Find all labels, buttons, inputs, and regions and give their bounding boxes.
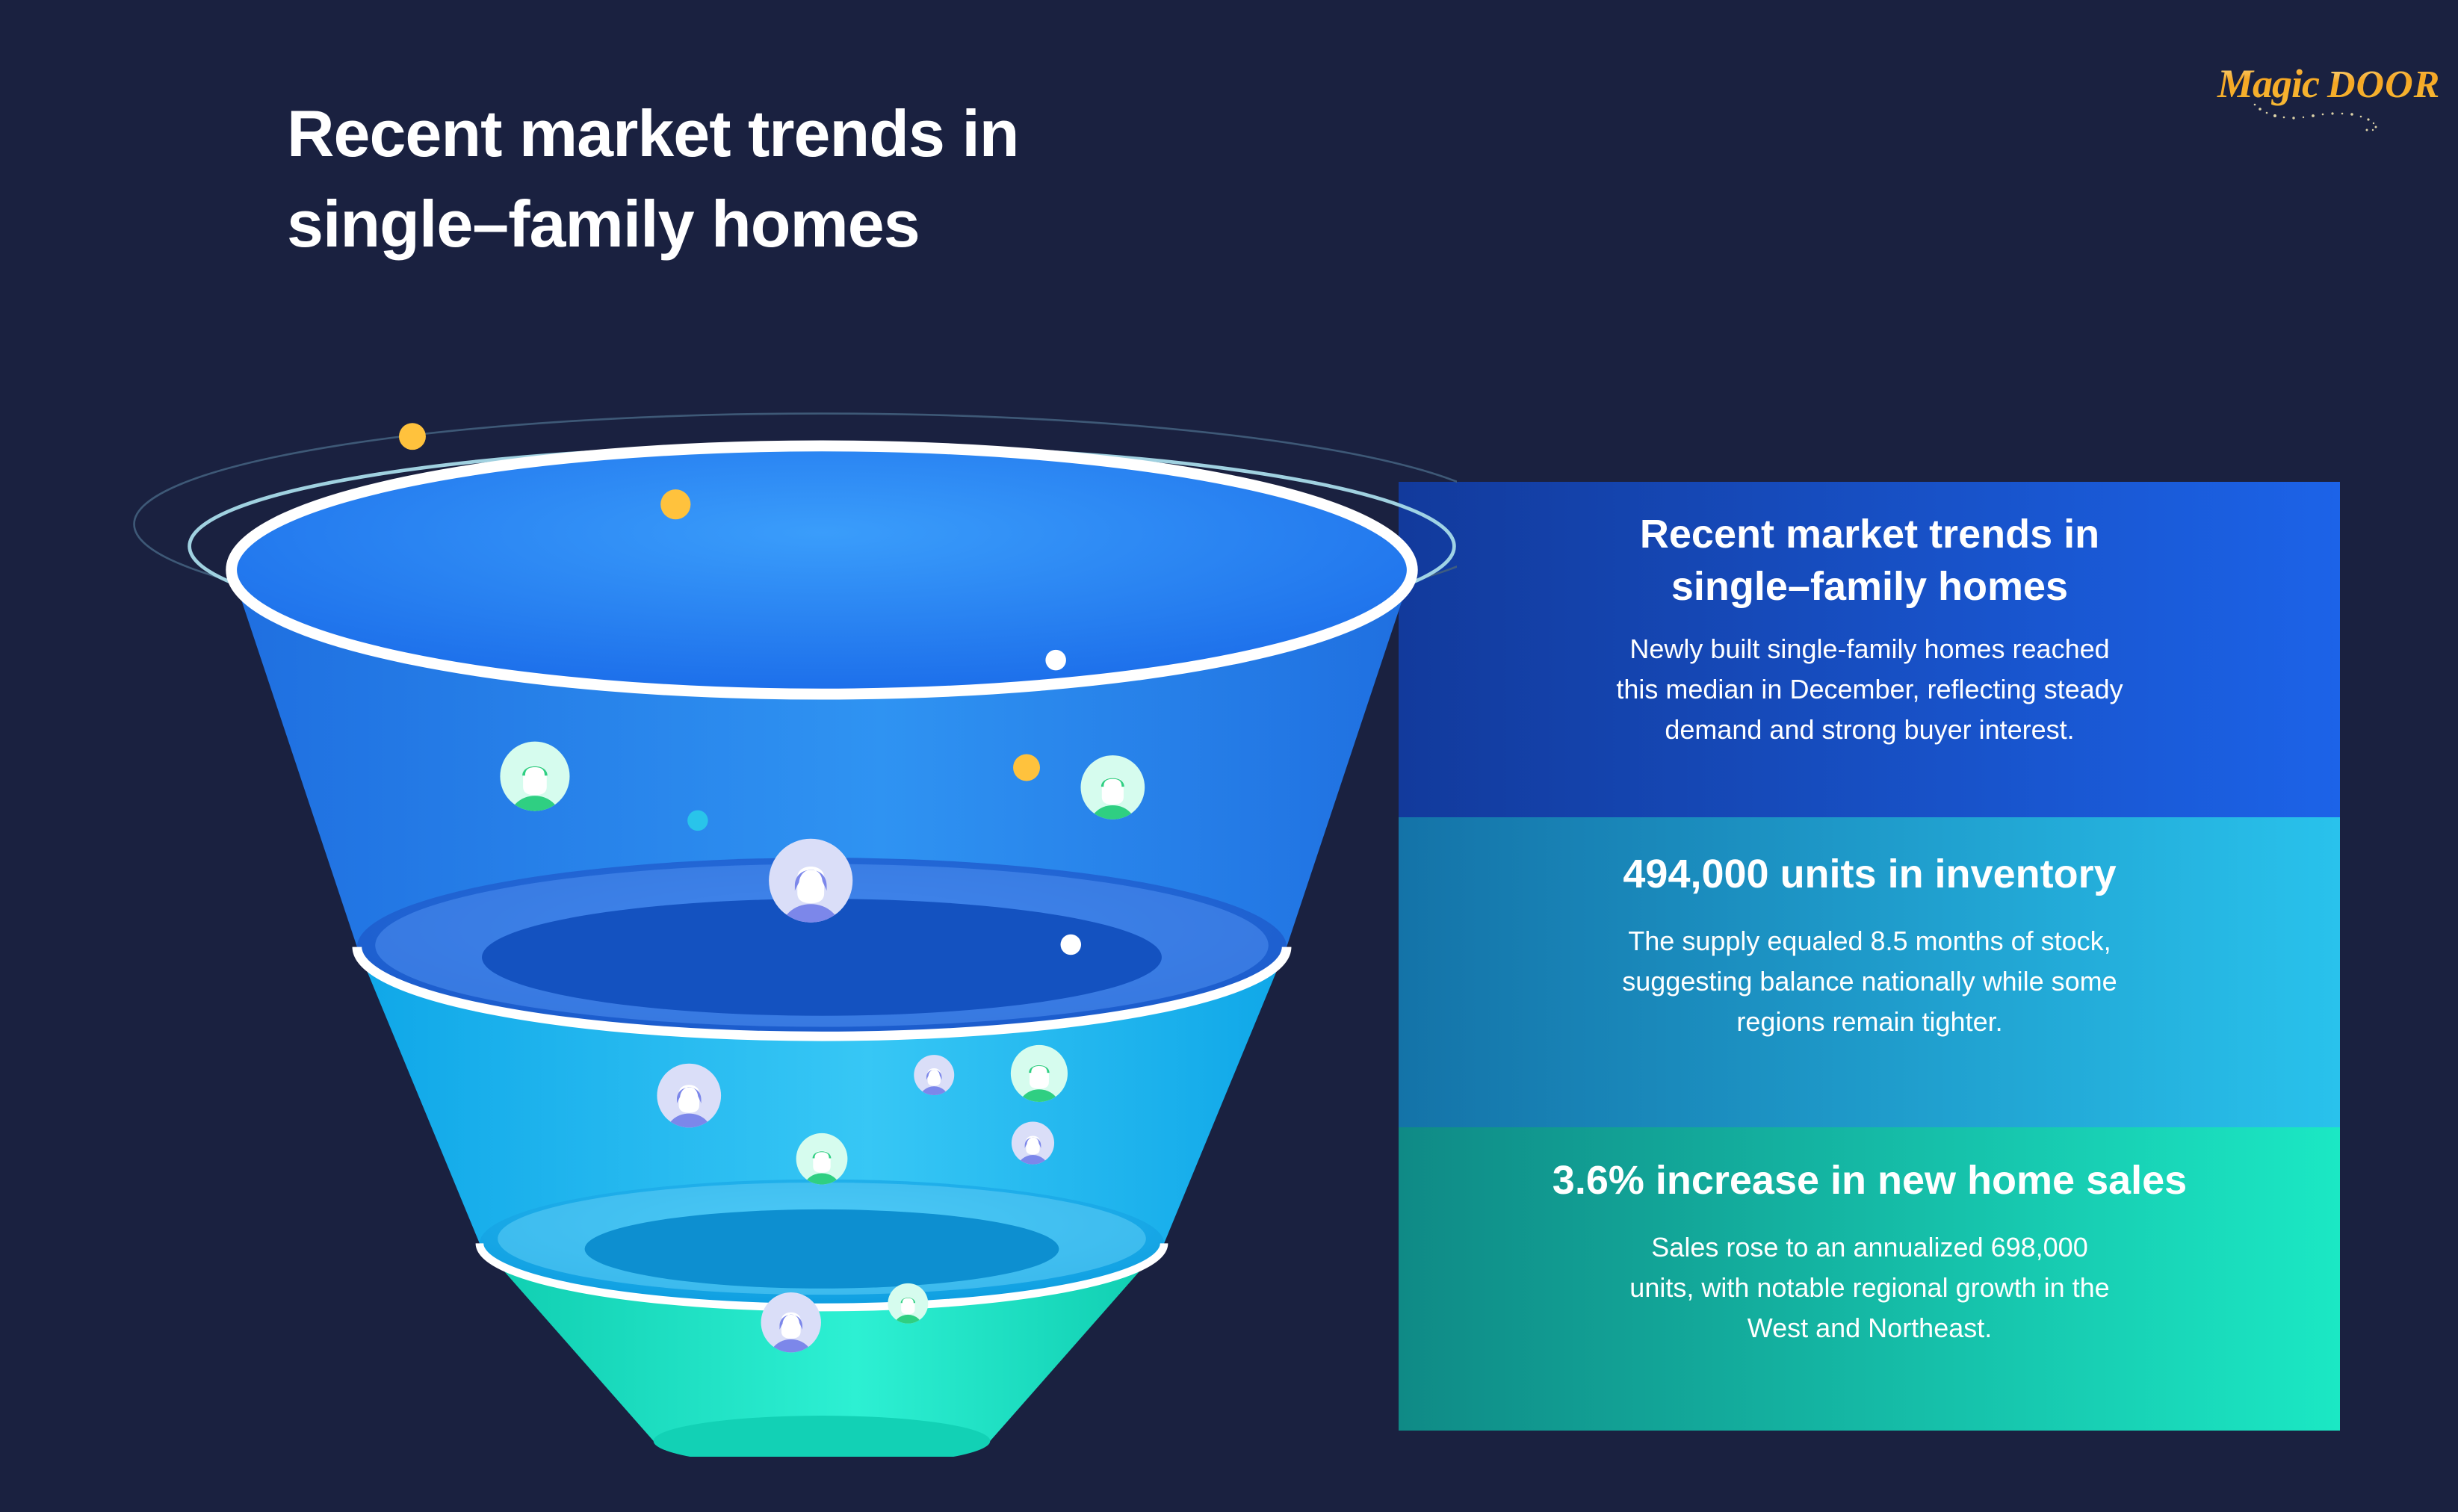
svg-text:DOOR: DOOR (2327, 63, 2440, 106)
svg-text:Magic: Magic (2217, 61, 2320, 106)
